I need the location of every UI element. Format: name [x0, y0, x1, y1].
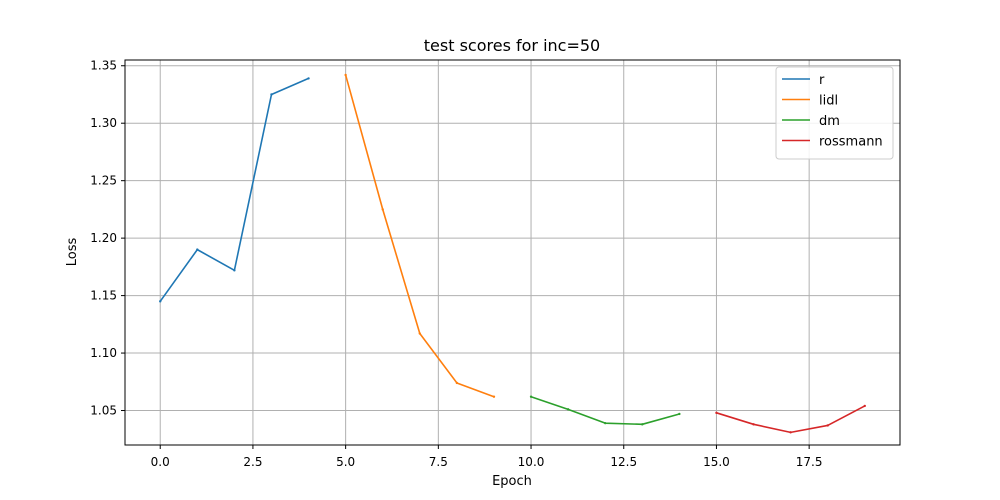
legend-label-rossmann: rossmann	[819, 135, 883, 150]
y-tick-label: 1.10	[90, 346, 117, 360]
tick-layer: 0.0 2.5 5.0 7.5 10.0 12.5 15.0 17.5 1.05 1.10 1.15…	[90, 59, 822, 469]
data-point-rossmann	[789, 431, 792, 434]
series-dm	[529, 395, 681, 426]
chart-title: test scores for inc=50	[424, 36, 600, 55]
y-tick-label: 1.15	[90, 289, 117, 303]
x-tick-label: 2.5	[243, 455, 262, 469]
data-point-lidl	[492, 395, 496, 398]
x-tick-label: 17.5	[796, 455, 823, 469]
y-tick-label: 1.20	[90, 231, 117, 245]
x-tick-label: 5.0	[336, 455, 355, 469]
legend-label-lidl: lidl	[819, 94, 838, 109]
y-tick-label: 1.25	[90, 174, 117, 188]
y-axis-label: Loss	[65, 238, 80, 267]
data-point-dm	[566, 408, 570, 411]
data-point-r	[270, 93, 273, 96]
data-point-dm	[604, 421, 607, 425]
data-point-r	[159, 300, 162, 303]
series-lidl	[344, 73, 496, 398]
series-rossmann	[715, 404, 866, 434]
series-layer	[159, 73, 866, 434]
legend-label-dm: dm	[819, 114, 840, 129]
x-tick-label: 0.0	[151, 455, 170, 469]
data-point-r	[196, 248, 199, 251]
data-point-rossmann	[863, 404, 866, 408]
x-tick-label: 12.5	[610, 455, 637, 469]
data-point-rossmann	[752, 423, 755, 426]
legend-label-r: r	[819, 73, 825, 88]
series-line-r	[159, 77, 309, 302]
legend: r lidl dm rossmann	[775, 66, 894, 160]
data-point-lidl	[418, 332, 421, 335]
grid-layer	[125, 60, 900, 445]
y-tick-label: 1.30	[90, 116, 117, 130]
plot-frame	[124, 59, 901, 446]
x-axis-label: Epoch	[492, 474, 532, 489]
data-point-lidl	[455, 381, 459, 385]
data-point-dm	[529, 395, 533, 398]
x-tick-label: 15.0	[703, 455, 730, 469]
data-point-lidl	[381, 208, 384, 211]
data-point-r	[233, 269, 236, 272]
data-point-rossmann	[826, 424, 829, 427]
data-point-dm	[641, 423, 644, 426]
series-r	[159, 77, 310, 303]
data-point-r	[307, 77, 310, 80]
y-tick-label: 1.05	[90, 404, 117, 418]
x-tick-label: 7.5	[429, 455, 448, 469]
data-point-rossmann	[715, 411, 718, 415]
y-tick-label: 1.35	[90, 59, 117, 73]
data-point-lidl	[344, 73, 347, 77]
data-point-dm	[678, 412, 681, 416]
x-tick-label: 10.0	[518, 455, 545, 469]
series-line-rossmann	[716, 405, 866, 434]
legend-box	[775, 66, 894, 160]
